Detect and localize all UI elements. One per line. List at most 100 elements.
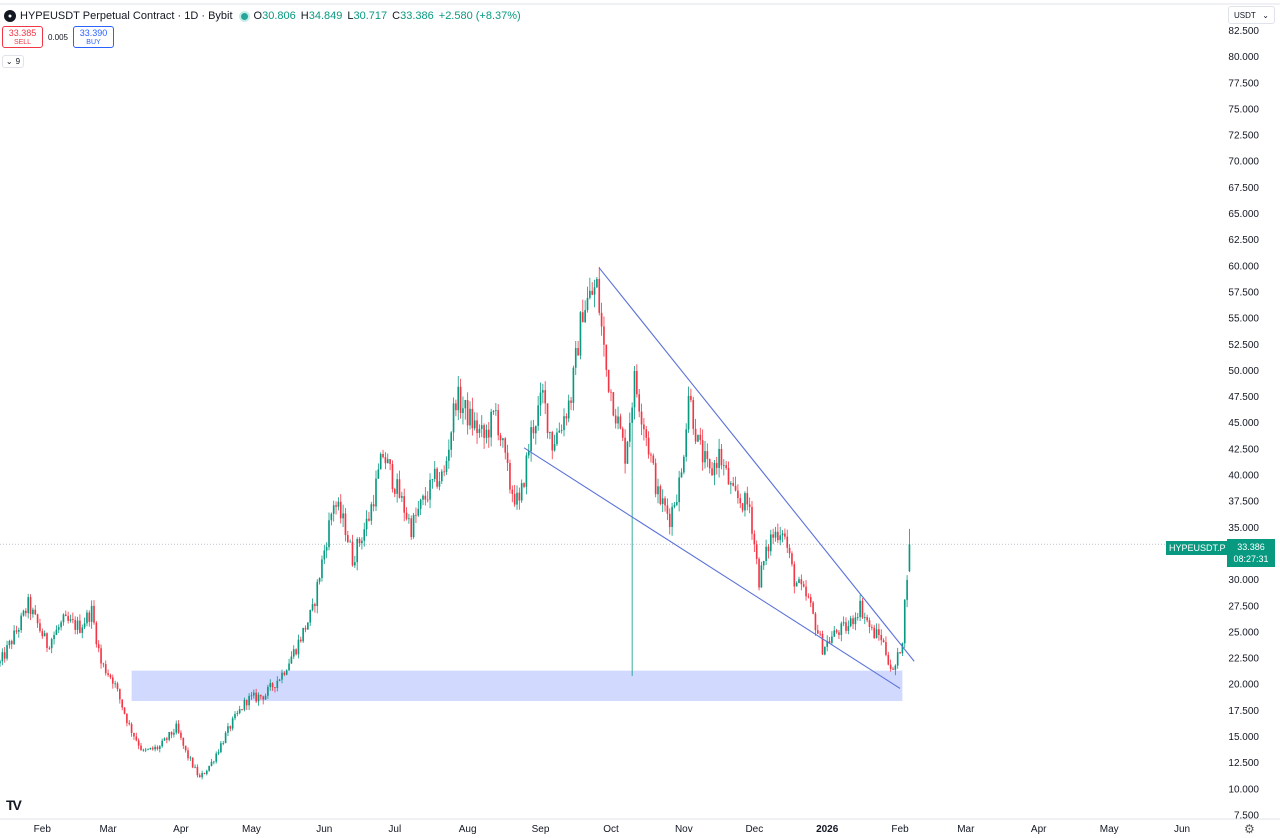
candle-body bbox=[800, 579, 803, 585]
candle-body bbox=[781, 533, 784, 536]
candle-body bbox=[114, 683, 116, 685]
market-status-icon bbox=[240, 12, 248, 20]
candle-body bbox=[283, 672, 286, 675]
gear-icon[interactable]: ⚙ bbox=[1244, 822, 1255, 836]
time-axis[interactable]: Feb Mar Apr May Jun Jul Aug Sep Oct Nov Dec 2026 Feb… bbox=[34, 824, 1190, 835]
buy-button[interactable]: 33.390 BUY bbox=[73, 26, 114, 48]
candle-body bbox=[349, 541, 351, 543]
indicators-toggle[interactable]: ⌄ 9 bbox=[2, 55, 24, 68]
chart-header: ● HYPEUSDT Perpetual Contract · 1D · Byb… bbox=[4, 9, 526, 23]
trade-buttons: 33.385 SELL 0.005 33.390 BUY bbox=[2, 26, 114, 48]
candle-body bbox=[339, 501, 342, 519]
candle-body bbox=[382, 453, 384, 458]
candle-body bbox=[697, 434, 699, 442]
x-tick-label: Feb bbox=[34, 824, 52, 835]
candle-body bbox=[471, 408, 474, 429]
candle-body bbox=[828, 641, 831, 643]
lower-trendline bbox=[523, 447, 901, 689]
candle-body bbox=[567, 400, 570, 419]
candle-body bbox=[412, 514, 415, 538]
candle-body bbox=[123, 707, 126, 714]
candle-body bbox=[777, 531, 779, 541]
sell-button[interactable]: 33.385 SELL bbox=[2, 26, 43, 48]
candle-body bbox=[816, 630, 819, 634]
candle-body bbox=[290, 656, 293, 664]
candle-body bbox=[675, 502, 678, 505]
candle-body bbox=[34, 609, 37, 615]
candle-body bbox=[130, 724, 133, 734]
candle-body bbox=[478, 428, 481, 434]
candle-body bbox=[741, 503, 744, 511]
candle-body bbox=[410, 518, 413, 538]
candle-body bbox=[678, 477, 680, 503]
candle-body bbox=[201, 773, 203, 778]
candle-body bbox=[267, 686, 269, 696]
candle-body bbox=[57, 627, 60, 630]
y-tick-label: 70.000 bbox=[1228, 157, 1259, 168]
candle-body bbox=[549, 432, 551, 434]
candle-body bbox=[250, 695, 253, 697]
tradingview-logo-icon[interactable]: TV bbox=[6, 797, 22, 813]
candle-body bbox=[107, 673, 109, 675]
candle-body bbox=[81, 627, 84, 633]
candle-body bbox=[880, 634, 883, 641]
candle-body bbox=[511, 489, 514, 494]
candle-body bbox=[673, 504, 676, 507]
candle-body bbox=[161, 740, 163, 747]
candle-body bbox=[502, 438, 504, 441]
candle-body bbox=[43, 633, 46, 637]
candle-body bbox=[196, 766, 199, 776]
candle-body bbox=[220, 743, 222, 753]
x-tick-label: Sep bbox=[532, 824, 550, 835]
candle-body bbox=[215, 753, 218, 762]
candle-body bbox=[180, 732, 182, 738]
candle-body bbox=[614, 415, 617, 424]
support-zone bbox=[131, 670, 903, 701]
x-tick-label: Aug bbox=[459, 824, 477, 835]
candle-body bbox=[288, 663, 290, 671]
candle-body bbox=[189, 757, 192, 759]
candle-body bbox=[323, 550, 326, 560]
buy-label: BUY bbox=[86, 39, 101, 46]
sell-price: 33.385 bbox=[8, 28, 37, 38]
candle-body bbox=[852, 618, 854, 625]
candle-body bbox=[370, 504, 373, 521]
candle-body bbox=[589, 290, 591, 298]
candle-body bbox=[772, 534, 774, 538]
candle-body bbox=[704, 451, 706, 463]
candle-body bbox=[758, 558, 760, 588]
x-tick-label: Jul bbox=[388, 824, 401, 835]
price-axis[interactable]: 82.500 80.000 77.500 75.000 72.500 70.000 67.5… bbox=[1228, 26, 1259, 822]
candle-body bbox=[318, 577, 321, 582]
candle-body bbox=[762, 560, 765, 566]
candle-body bbox=[476, 420, 478, 434]
candle-body bbox=[885, 642, 887, 655]
x-tick-label: Apr bbox=[173, 824, 189, 835]
candle-body bbox=[295, 649, 297, 655]
candle-body bbox=[358, 539, 361, 544]
candle-body bbox=[191, 757, 194, 768]
candle-body bbox=[198, 775, 201, 778]
y-tick-label: 75.000 bbox=[1228, 104, 1259, 115]
candle-body bbox=[556, 432, 558, 445]
candle-body bbox=[269, 683, 272, 687]
candle-body bbox=[661, 498, 664, 504]
candle-body bbox=[386, 459, 389, 464]
candle-body bbox=[805, 586, 807, 597]
y-tick-label: 35.000 bbox=[1228, 523, 1259, 534]
candle-body bbox=[537, 405, 539, 426]
candle-body bbox=[671, 506, 673, 528]
y-tick-label: 62.500 bbox=[1228, 235, 1259, 246]
candle-body bbox=[605, 344, 608, 370]
candle-body bbox=[328, 520, 330, 548]
candle-body bbox=[255, 692, 257, 702]
candle-body bbox=[906, 579, 908, 600]
candle-body bbox=[173, 732, 175, 735]
candle-body bbox=[875, 629, 878, 638]
candle-body bbox=[278, 679, 281, 681]
candle-body bbox=[3, 652, 6, 659]
candle-body bbox=[433, 468, 436, 480]
symbol-title[interactable]: HYPEUSDT Perpetual Contract · 1D · Bybit bbox=[20, 10, 233, 22]
currency-selector[interactable]: USDT ⌄ bbox=[1228, 6, 1275, 24]
